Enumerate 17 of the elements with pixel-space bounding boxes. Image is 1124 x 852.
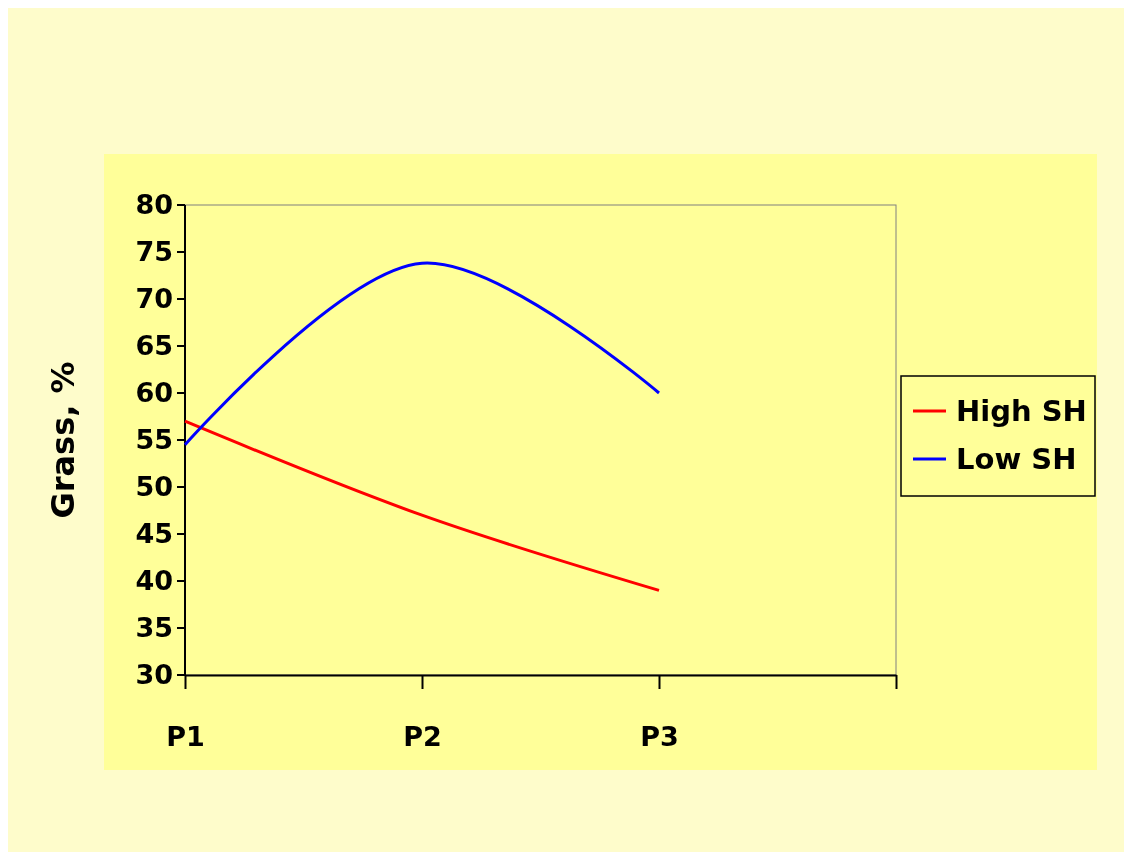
y-tick-label: 70	[135, 283, 173, 315]
y-tick-label: 50	[135, 471, 173, 503]
x-tick-label: P2	[403, 721, 442, 753]
legend-label: High SH	[956, 394, 1087, 429]
y-tick-label: 30	[135, 659, 173, 691]
y-tick-label: 60	[135, 377, 173, 409]
y-tick-label: 55	[135, 424, 173, 456]
y-tick-label: 75	[135, 236, 173, 268]
y-tick-label: 45	[135, 518, 173, 550]
x-tick-label: P1	[166, 721, 205, 753]
y-axis-title: Grass, %	[44, 361, 83, 519]
y-tick-label: 35	[135, 612, 173, 644]
y-tick-label: 40	[135, 565, 173, 597]
y-tick-label: 65	[135, 330, 173, 362]
x-tick-label: P3	[640, 721, 679, 753]
legend-label: Low SH	[956, 442, 1077, 477]
y-tick-label: 80	[135, 189, 173, 221]
